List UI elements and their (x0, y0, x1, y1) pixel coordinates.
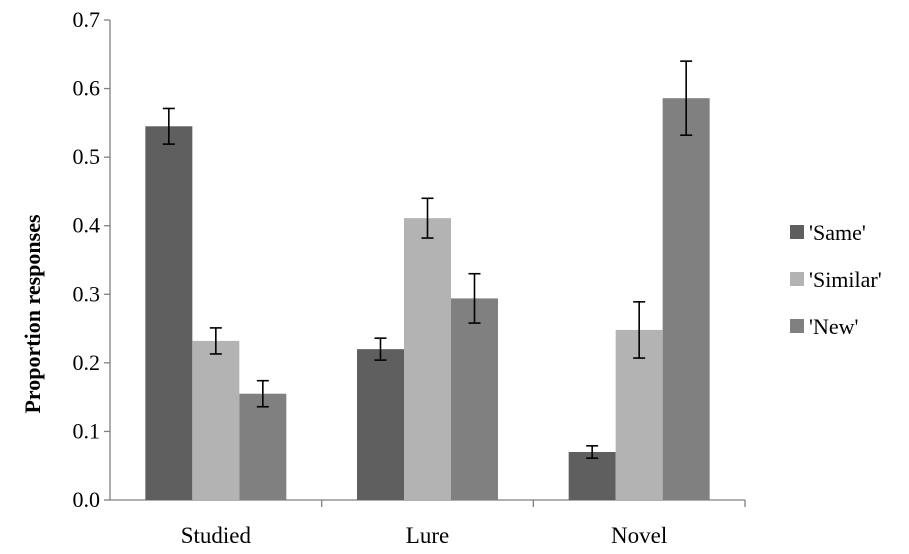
y-tick-label: 0.0 (73, 487, 101, 512)
legend-label: 'New' (809, 314, 859, 339)
y-axis-ticks: 0.0 0.1 0.2 0.3 0.4 0.5 0.6 0.7 (73, 7, 110, 512)
legend: 'Same' 'Similar' 'New' (790, 220, 882, 339)
y-tick-label: 0.1 (73, 418, 101, 443)
bar (451, 298, 498, 500)
bar (662, 98, 710, 501)
bar (568, 452, 616, 500)
bar (239, 393, 287, 500)
y-tick-label: 0.6 (73, 76, 101, 101)
legend-item: 'New' (790, 314, 859, 339)
legend-item: 'Similar' (790, 267, 882, 292)
legend-swatch (790, 319, 804, 333)
x-axis-categories: Studied Lure Novel (181, 500, 746, 548)
bar (404, 218, 451, 500)
y-tick-label: 0.5 (73, 144, 101, 169)
plot-area (109, 20, 745, 501)
legend-item: 'Same' (790, 220, 866, 245)
bar-group-studied (145, 107, 287, 501)
bar-group-lure (357, 197, 498, 500)
legend-swatch (790, 272, 804, 286)
legend-label: 'Similar' (809, 267, 882, 292)
y-tick-label: 0.2 (73, 350, 101, 375)
y-axis-label: Proportion responses (20, 214, 45, 413)
x-category-label: Lure (406, 523, 449, 548)
bar (357, 349, 404, 500)
x-category-label: Novel (611, 523, 667, 548)
y-tick-label: 0.4 (73, 213, 101, 238)
y-tick-label: 0.7 (73, 7, 101, 32)
legend-label: 'Same' (809, 220, 866, 245)
bar (145, 126, 193, 501)
x-category-label: Studied (181, 523, 252, 548)
y-tick-label: 0.3 (73, 281, 101, 306)
bar-group-novel (568, 60, 710, 501)
bar (192, 340, 240, 500)
legend-swatch (790, 225, 804, 239)
